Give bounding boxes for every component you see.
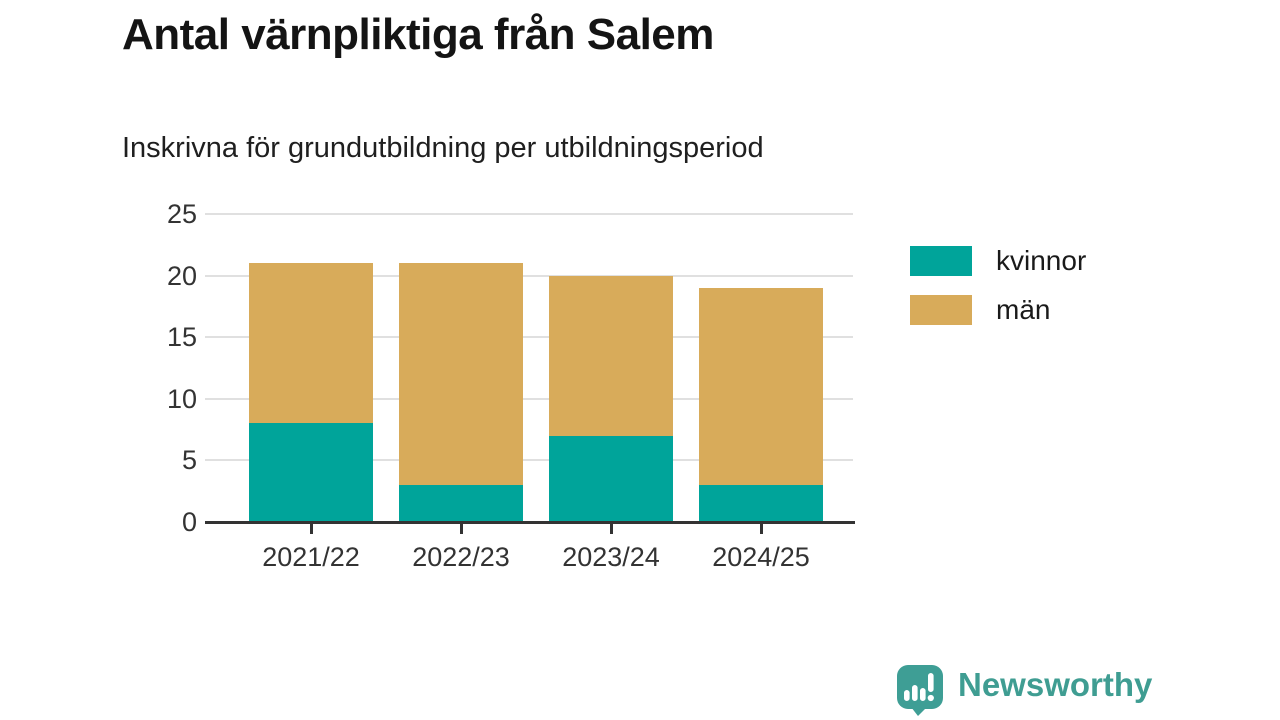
legend-label-kvinnor: kvinnor <box>996 245 1087 276</box>
brand-footer: Newsworthy <box>896 664 1152 716</box>
legend: kvinnor män <box>910 245 1086 343</box>
legend-item-kvinnor: kvinnor <box>910 245 1086 277</box>
x-axis-label-2024/25: 2024/25 <box>712 542 810 572</box>
y-axis-tick-0: 0 <box>181 507 197 537</box>
x-axis-label-2023/24: 2023/24 <box>562 542 660 572</box>
chart-subtitle: Inskrivna för grundutbildning per utbild… <box>122 132 764 164</box>
bar-2023/24-män <box>549 275 673 436</box>
x-axis-label-2022/23: 2022/23 <box>412 542 510 572</box>
bar-2022/23-män <box>399 263 523 486</box>
y-axis-tick-10: 10 <box>166 383 197 414</box>
legend-swatch-kvinnor <box>910 246 972 276</box>
newsworthy-logo-icon <box>897 665 943 716</box>
chart-title: Antal värnpliktiga från Salem <box>122 10 714 59</box>
y-axis-tick-15: 15 <box>166 322 197 353</box>
bar-2023/24-kvinnor <box>549 435 673 522</box>
x-axis-tick-2021/22 <box>310 524 313 534</box>
y-axis-tick-20: 20 <box>166 260 197 291</box>
gridline-y-25 <box>205 213 853 215</box>
x-axis-tick-2022/23 <box>460 524 463 534</box>
bar-2022/23-kvinnor <box>399 485 523 522</box>
bar-2021/22-kvinnor <box>249 423 373 522</box>
gridline-y-10 <box>205 397 853 400</box>
y-axis-tick-5: 5 <box>181 445 197 476</box>
x-axis-label-2021/22: 2021/22 <box>262 542 360 572</box>
y-axis-tick-25: 25 <box>166 199 197 229</box>
brand-name: Newsworthy <box>958 666 1153 703</box>
x-axis-line <box>205 521 855 524</box>
legend-label-man: män <box>996 294 1051 325</box>
legend-item-man: män <box>910 294 1086 326</box>
legend-swatch-man <box>910 295 972 325</box>
bar-2021/22-män <box>249 263 373 424</box>
gridline-y-5 <box>205 459 853 462</box>
gridline-y-15 <box>205 336 853 339</box>
bar-2024/25-kvinnor <box>699 485 823 522</box>
bar-2024/25-män <box>699 287 823 486</box>
x-axis-tick-2024/25 <box>760 524 763 534</box>
x-axis-tick-2023/24 <box>610 524 613 534</box>
gridline-y-20 <box>205 274 853 277</box>
